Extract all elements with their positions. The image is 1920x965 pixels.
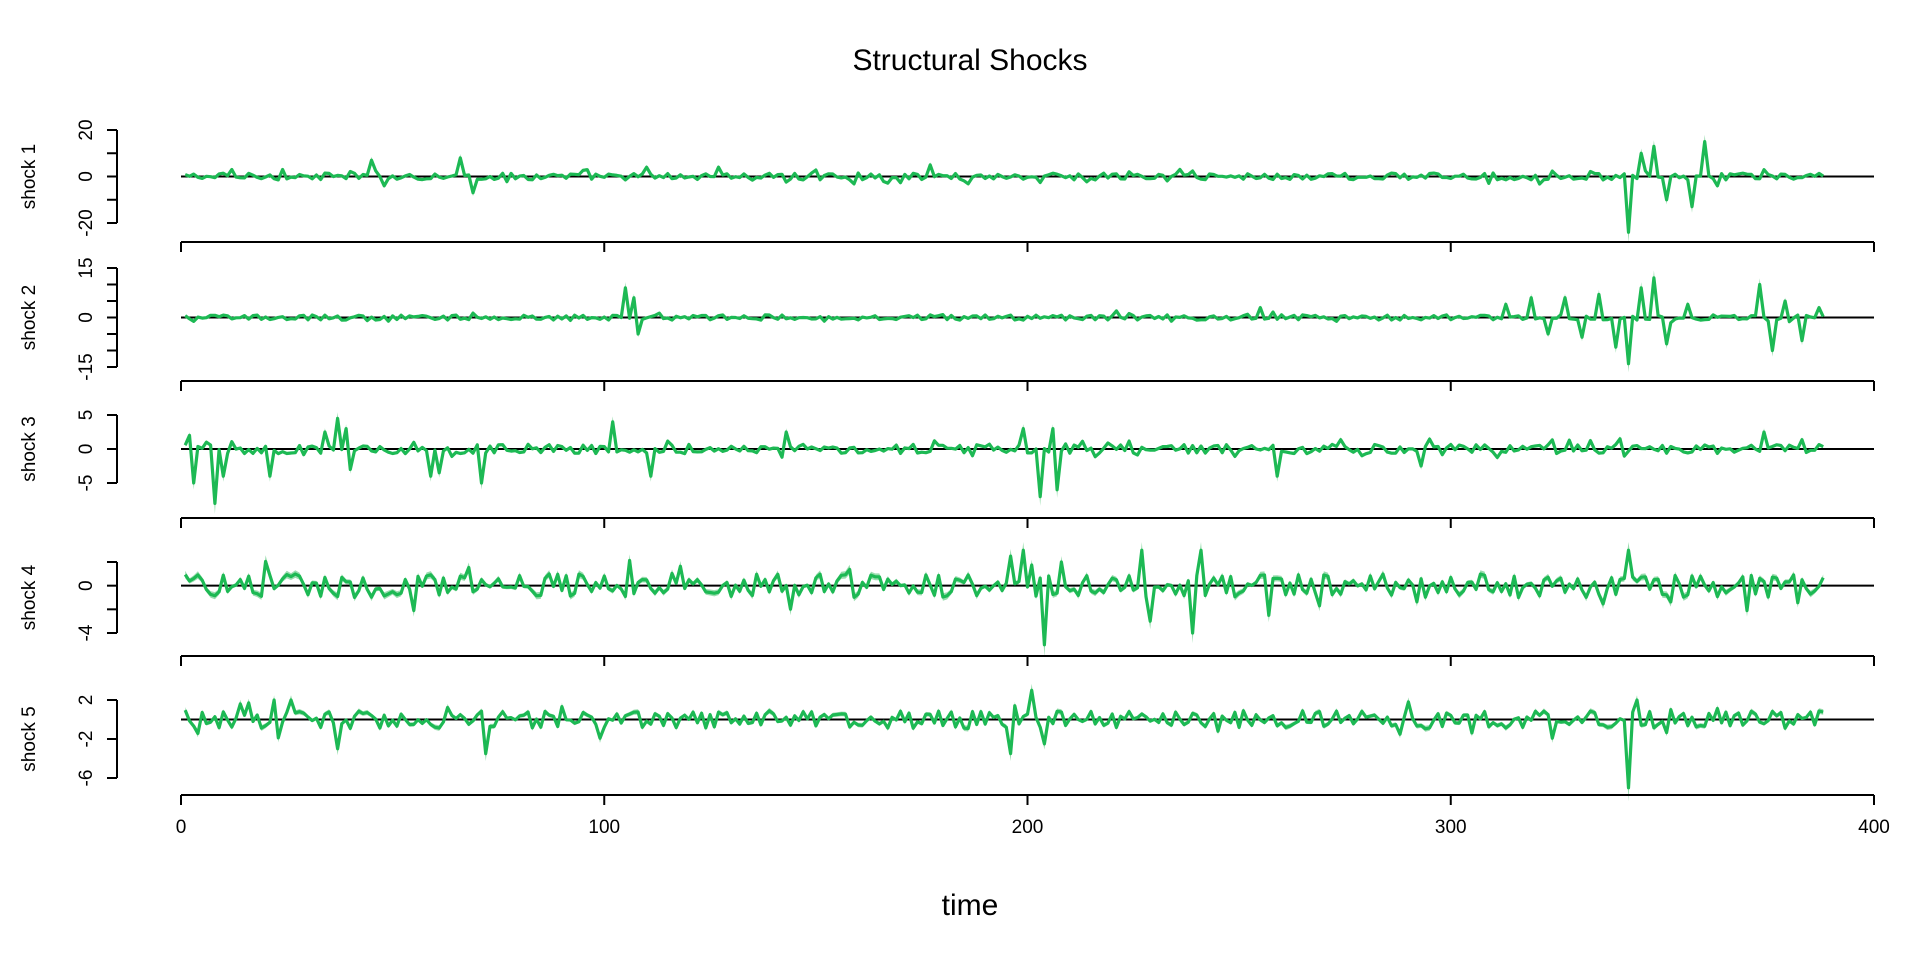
y-tick-label: 20: [76, 119, 97, 140]
x-tick-label: 0: [176, 817, 187, 838]
x-tick-label: 200: [1012, 817, 1044, 838]
panel-1: -20 0 20 shock 1: [19, 119, 1875, 252]
y-tick-label: 5: [76, 410, 97, 421]
chart-title: Structural Shocks: [852, 44, 1087, 77]
y-tick-label: 0: [76, 444, 97, 455]
y-tick-label: 2: [76, 695, 97, 706]
panel-2: -15 0 15 shock 2: [19, 257, 1875, 391]
y-tick-label: 0: [76, 312, 97, 323]
y-tick-label: -15: [76, 353, 97, 380]
shock-line: [183, 416, 1824, 505]
panel-y-label: shock 4: [19, 564, 40, 630]
panel-5: -6 -2 2 shock 5: [19, 683, 1875, 805]
y-tick-label: -20: [76, 209, 97, 236]
shock-line: [183, 548, 1825, 647]
panel-3: -5 0 5 shock 3: [19, 410, 1875, 528]
x-axis-label: time: [942, 889, 999, 922]
y-tick-label: 15: [76, 257, 97, 278]
y-tick-label: -2: [76, 731, 97, 748]
shock-band: [185, 412, 1824, 514]
y-tick-label: -5: [76, 475, 97, 492]
y-tick-label: -4: [76, 624, 97, 641]
shock-band: [185, 134, 1824, 243]
shock-band: [185, 683, 1824, 802]
shock-line: [184, 140, 1825, 234]
panel-y-label: shock 2: [19, 285, 40, 350]
shock-line: [183, 688, 1824, 790]
shock-line: [184, 276, 1825, 366]
panel-y-label: shock 1: [19, 144, 40, 209]
shock-band: [185, 542, 1824, 658]
y-tick-label: -6: [76, 770, 97, 787]
panel-y-label: shock 3: [19, 416, 40, 481]
x-tick-label: 300: [1435, 817, 1467, 838]
x-tick-label: 400: [1858, 817, 1890, 838]
panel-y-label: shock 5: [19, 706, 40, 771]
panel-4: -4 0 shock 4: [19, 542, 1875, 666]
y-tick-label: 0: [76, 171, 97, 182]
x-tick-label: 100: [588, 817, 620, 838]
y-tick-label: 0: [76, 580, 97, 591]
